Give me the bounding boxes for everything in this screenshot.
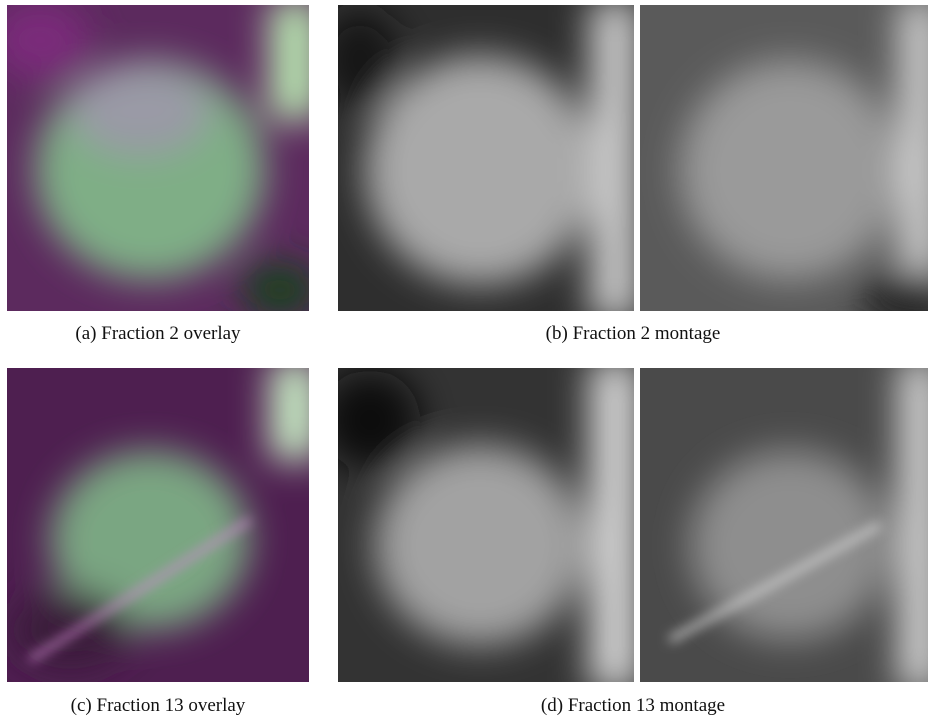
montage-right xyxy=(640,360,936,690)
caption-text: Fraction 2 overlay xyxy=(101,323,241,344)
caption: (a) Fraction 2 overlay xyxy=(75,323,241,344)
montage-left xyxy=(320,0,640,320)
caption-label: (d) xyxy=(541,695,563,716)
caption: (b) Fraction 2 montage xyxy=(546,323,721,344)
montage-right xyxy=(640,0,936,330)
caption-text: Fraction 13 overlay xyxy=(97,695,246,716)
overlay-image xyxy=(7,360,320,682)
figure: (a) Fraction 2 overlay (b) Fraction 2 mo… xyxy=(0,0,936,723)
caption-text: Fraction 13 montage xyxy=(568,695,725,716)
caption-label: (a) xyxy=(75,323,96,344)
caption: (c) Fraction 13 overlay xyxy=(71,695,246,716)
montage-left xyxy=(320,360,640,690)
page: {"figures": [ {"label": "(a)", "caption"… xyxy=(0,0,936,723)
caption-label: (c) xyxy=(71,695,92,716)
caption-text: Fraction 2 montage xyxy=(573,323,721,344)
overlay-image xyxy=(0,0,320,320)
caption: (d) Fraction 13 montage xyxy=(541,695,725,716)
caption-label: (b) xyxy=(546,323,568,344)
